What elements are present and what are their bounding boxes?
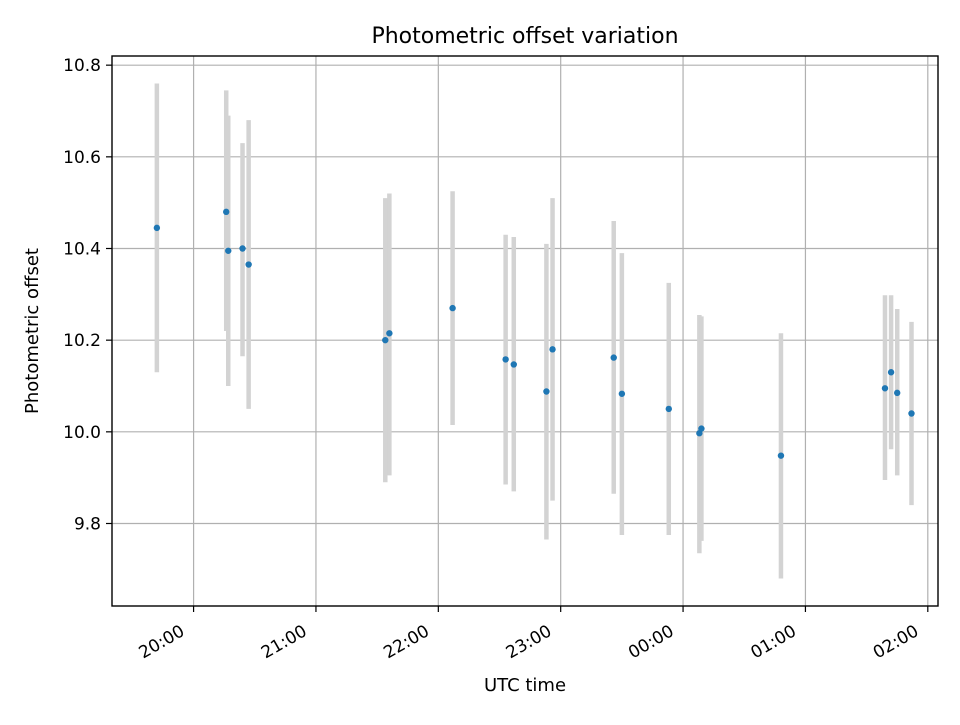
data-point <box>908 410 915 417</box>
data-point <box>549 346 556 353</box>
data-point <box>223 208 230 216</box>
data-point <box>610 354 617 361</box>
x-tick-label: 00:00 <box>625 621 677 663</box>
data-point <box>894 389 901 397</box>
data-point <box>665 405 672 413</box>
marker-layer <box>153 208 915 459</box>
plot-frame <box>111 55 939 607</box>
data-point <box>225 247 232 254</box>
data-point <box>382 336 389 344</box>
data-point <box>449 304 456 312</box>
x-tick-label: 01:00 <box>747 621 799 663</box>
y-tick-label: 10.0 <box>63 423 101 443</box>
x-tick-label: 21:00 <box>258 621 310 663</box>
y-tick-label: 10.8 <box>63 56 101 76</box>
data-point <box>510 361 517 368</box>
grid-layer <box>112 56 938 606</box>
x-tick-label: 20:00 <box>136 621 188 663</box>
y-tick-label: 10.4 <box>63 240 101 260</box>
x-tick-label: 23:00 <box>503 621 555 663</box>
y-tick-label: 10.6 <box>63 148 101 168</box>
data-point <box>386 330 393 337</box>
x-axis-label: UTC time <box>484 675 566 696</box>
data-point <box>245 261 252 268</box>
data-point <box>543 388 550 395</box>
data-point <box>239 245 246 252</box>
y-axis-label: Photometric offset <box>22 248 43 414</box>
x-tick-label: 22:00 <box>380 621 432 663</box>
x-tick-label: 02:00 <box>870 621 922 663</box>
chart-title: Photometric offset variation <box>371 24 678 49</box>
data-point <box>153 224 161 232</box>
data-point <box>887 369 895 376</box>
data-point <box>698 425 705 432</box>
y-tick-label: 10.2 <box>63 331 101 351</box>
data-point <box>777 452 785 459</box>
data-point <box>618 390 626 397</box>
tick-layer: 20:00 21:00 22:00 23:00 00:00 01:00 02:00 9.8 10… <box>63 56 929 663</box>
errorbar-layer <box>154 83 914 579</box>
data-point <box>502 356 509 363</box>
y-tick-label: 9.8 <box>74 515 101 535</box>
data-point <box>881 385 889 392</box>
